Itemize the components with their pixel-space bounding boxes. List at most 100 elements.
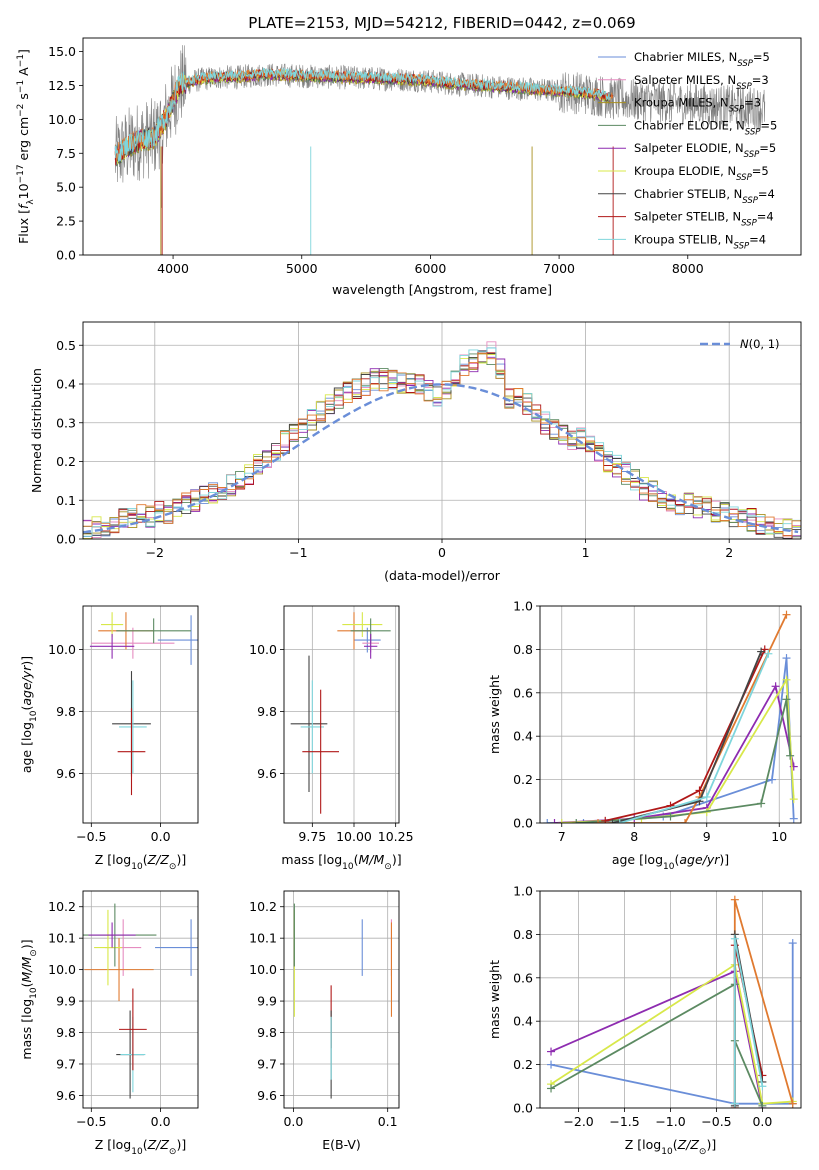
weight-series-line: [733, 899, 794, 1108]
label-part: ⊙: [169, 862, 177, 872]
label-part: )]: [19, 656, 34, 666]
label-part: (: [354, 852, 359, 867]
label-part: age/yr: [19, 665, 34, 706]
legend-text: =5: [760, 118, 777, 132]
label-part: M/M: [359, 852, 385, 867]
label-part: wavelength [Angstrom, rest frame]: [332, 282, 552, 297]
legend-text: Chabrier STELIB, N: [634, 187, 742, 201]
axes-frame: [283, 890, 400, 1109]
spectrum-plot: 4000 5000 6000 7000 8000 0.0 2.5 5.0 7.5 10.0 12.5…: [16, 37, 802, 297]
label-part: 10: [16, 183, 31, 199]
label-part: age/yr: [679, 852, 720, 867]
label-part: 10: [131, 1147, 143, 1157]
legend-sub: SSP: [741, 219, 757, 229]
x-tick-label: 0.0: [283, 1114, 303, 1129]
y-tick-label: 0.3: [56, 415, 76, 430]
legend-sub: SSP: [742, 196, 758, 206]
y-tick-label: 2.5: [56, 214, 76, 229]
legend-sub: SSP: [737, 59, 753, 69]
legend-text: =4: [758, 187, 775, 201]
x-tick-label: 0: [438, 545, 446, 560]
label-part: λ: [26, 199, 36, 205]
label-part: )]: [719, 852, 729, 867]
y-tick-label: 9.8: [257, 704, 277, 719]
axes-frame: [283, 605, 400, 824]
age-vs-mass-plot: 9.75 10.00 10.25 9.6 9.8 10.0 mass [log10(M/M⊙…: [249, 605, 414, 872]
legend-text: Salpeter ELODIE, N: [634, 141, 744, 155]
y-axis-label: mass weight: [487, 675, 502, 754]
legend-text: Kroupa STELIB, N: [634, 232, 734, 246]
label-part: 10: [29, 987, 39, 999]
x-tick-label: 9.75: [298, 829, 326, 844]
legend-text: =4: [757, 210, 774, 224]
x-tick-label: −1: [289, 545, 307, 560]
x-tick-label: 7: [558, 829, 566, 844]
axes-frame: [82, 321, 802, 540]
label-part: (: [19, 706, 34, 711]
y-tick-label: 0.6: [513, 685, 533, 700]
label-part: 10: [661, 1147, 673, 1157]
y-tick-label: 10.1: [48, 931, 76, 946]
label-part: 10: [663, 862, 675, 872]
label-part: 10: [131, 862, 143, 872]
label-part: )]: [392, 852, 402, 867]
y-tick-label: 10.1: [249, 931, 277, 946]
label-part: ⊙: [699, 1147, 707, 1157]
label-part: ⊙: [169, 1147, 177, 1157]
label-part: −2: [16, 104, 26, 117]
legend-sub: SSP: [736, 82, 752, 92]
y-tick-label: 10.2: [249, 899, 277, 914]
x-tick-label: 8: [630, 829, 638, 844]
y-tick-label: 9.6: [56, 766, 76, 781]
axes-frame: [82, 605, 199, 824]
y-tick-label: 0.8: [513, 642, 533, 657]
y-tick-label: 10.0: [48, 112, 76, 127]
label-part: ]: [16, 49, 31, 54]
mass-vs-z-plot: −0.5 0.09.69.79.89.910.010.110.2Z [log10(…: [19, 890, 199, 1157]
label-part: (: [673, 1137, 678, 1152]
y-tick-label: 10.0: [48, 962, 76, 977]
label-part: Z/Z: [147, 852, 170, 867]
y-tick-label: 0.0: [56, 248, 76, 263]
x-axis-label: (data-model)/error: [384, 568, 501, 583]
legend-sub: SSP: [734, 241, 750, 251]
x-tick-label: 2: [725, 545, 733, 560]
label-part: Normed distribution: [29, 368, 44, 493]
label-part: ⊙: [384, 862, 392, 872]
y-tick-label: 9.8: [257, 1025, 277, 1040]
label-part: Z [log: [625, 1137, 661, 1152]
x-tick-label: 4000: [157, 261, 189, 276]
x-tick-label: −2: [146, 545, 164, 560]
legend-sub: SSP: [744, 150, 760, 160]
legend-text: Kroupa MILES, N: [634, 96, 729, 110]
legend-label: Chabrier ELODIE, NSSP=5: [634, 118, 777, 137]
x-tick-label: 10.25: [378, 829, 414, 844]
y-tick-label: 10.0: [249, 642, 277, 657]
label-part: )]: [176, 1137, 186, 1152]
y-tick-label: 0.4: [513, 1014, 533, 1029]
x-axis-label: Z [log10(Z/Z⊙)]: [95, 852, 186, 872]
axes-frame: [539, 605, 802, 824]
legend-label: Salpeter ELODIE, NSSP=5: [634, 141, 776, 160]
legend-text: Salpeter STELIB, N: [634, 210, 741, 224]
model-spectrum-line: [114, 67, 611, 163]
x-tick-label: 0.0: [151, 1114, 171, 1129]
label-part: mass [log: [19, 999, 34, 1060]
hist-lines: [83, 341, 801, 539]
x-axis-label: Z [log10(Z/Z⊙)]: [625, 1137, 716, 1157]
y-tick-label: 9.8: [56, 1025, 76, 1040]
y-tick-label: 10.0: [48, 642, 76, 657]
legend-sub: SSP: [745, 127, 761, 137]
x-tick-label: 0.1: [378, 1114, 398, 1129]
label-part: Z/Z: [677, 1137, 700, 1152]
weight-lines: [543, 610, 798, 823]
y-tick-label: 0.4: [56, 377, 76, 392]
legend-text: Chabrier ELODIE, N: [634, 118, 745, 132]
y-tick-label: 9.9: [56, 994, 76, 1009]
label-part: s: [16, 93, 31, 104]
x-tick-label: −1.5: [609, 1114, 639, 1129]
y-tick-label: 7.5: [56, 146, 76, 161]
x-axis-label: E(B-V): [322, 1137, 361, 1152]
x-tick-label: 9: [703, 829, 711, 844]
legend-label: Salpeter MILES, NSSP=3: [634, 73, 769, 92]
